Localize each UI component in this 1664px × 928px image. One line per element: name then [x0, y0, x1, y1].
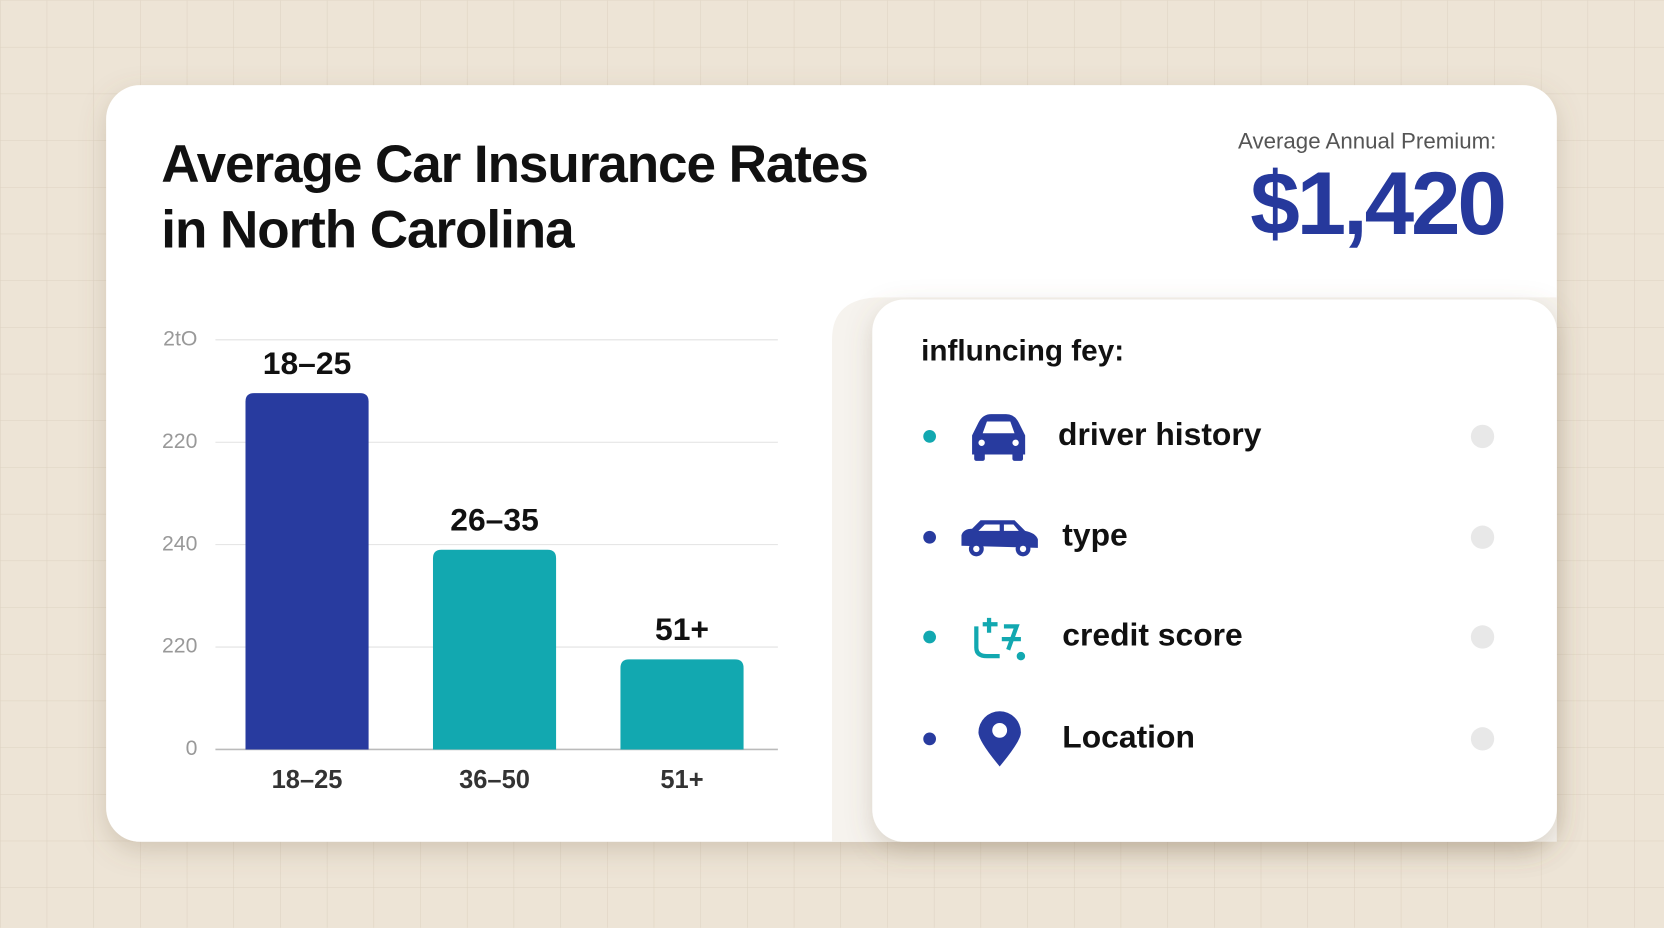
x-tick-label: 18–25 — [272, 766, 343, 794]
chart-title: in North Carolina — [161, 201, 575, 260]
bullet — [923, 732, 936, 746]
icon-location — [978, 711, 1021, 767]
bar-annotation: 18–25 — [263, 345, 352, 381]
y-tick-label: 240 — [162, 532, 197, 555]
factors-panel — [872, 299, 1557, 842]
chart-title: Average Car Insurance Rates — [161, 135, 868, 194]
y-tick-label: 220 — [162, 430, 197, 453]
y-tick-label: 0 — [186, 737, 198, 760]
toggle — [1470, 525, 1495, 549]
factor-label: credit score — [1062, 616, 1242, 652]
bar — [432, 549, 557, 750]
bar-annotation: 26–35 — [450, 502, 539, 538]
bar-annotation: 51+ — [655, 611, 709, 647]
bar — [245, 393, 369, 750]
bullet — [923, 530, 936, 544]
toggle — [1470, 625, 1495, 649]
toggle — [1470, 424, 1495, 449]
icon-credit — [974, 617, 1026, 661]
premium-value: $1,420 — [1250, 153, 1504, 253]
toggle — [1470, 727, 1495, 751]
premium-label: Average Annual Premium: — [1238, 128, 1496, 153]
bullet — [923, 630, 936, 644]
icon-car-front — [972, 414, 1026, 461]
factor-label: type — [1062, 517, 1127, 553]
x-tick-label: 36–50 — [459, 766, 530, 794]
bar — [620, 659, 744, 750]
bullet — [923, 430, 936, 443]
y-tick-label: 2tO — [163, 327, 197, 350]
factors-heading: influncing fey: — [921, 334, 1124, 367]
x-tick-label: 51+ — [660, 766, 703, 794]
factor-label: driver history — [1058, 416, 1262, 452]
factor-label: Location — [1062, 718, 1195, 754]
y-tick-label: 220 — [162, 635, 197, 658]
icon-car-side — [961, 520, 1038, 557]
